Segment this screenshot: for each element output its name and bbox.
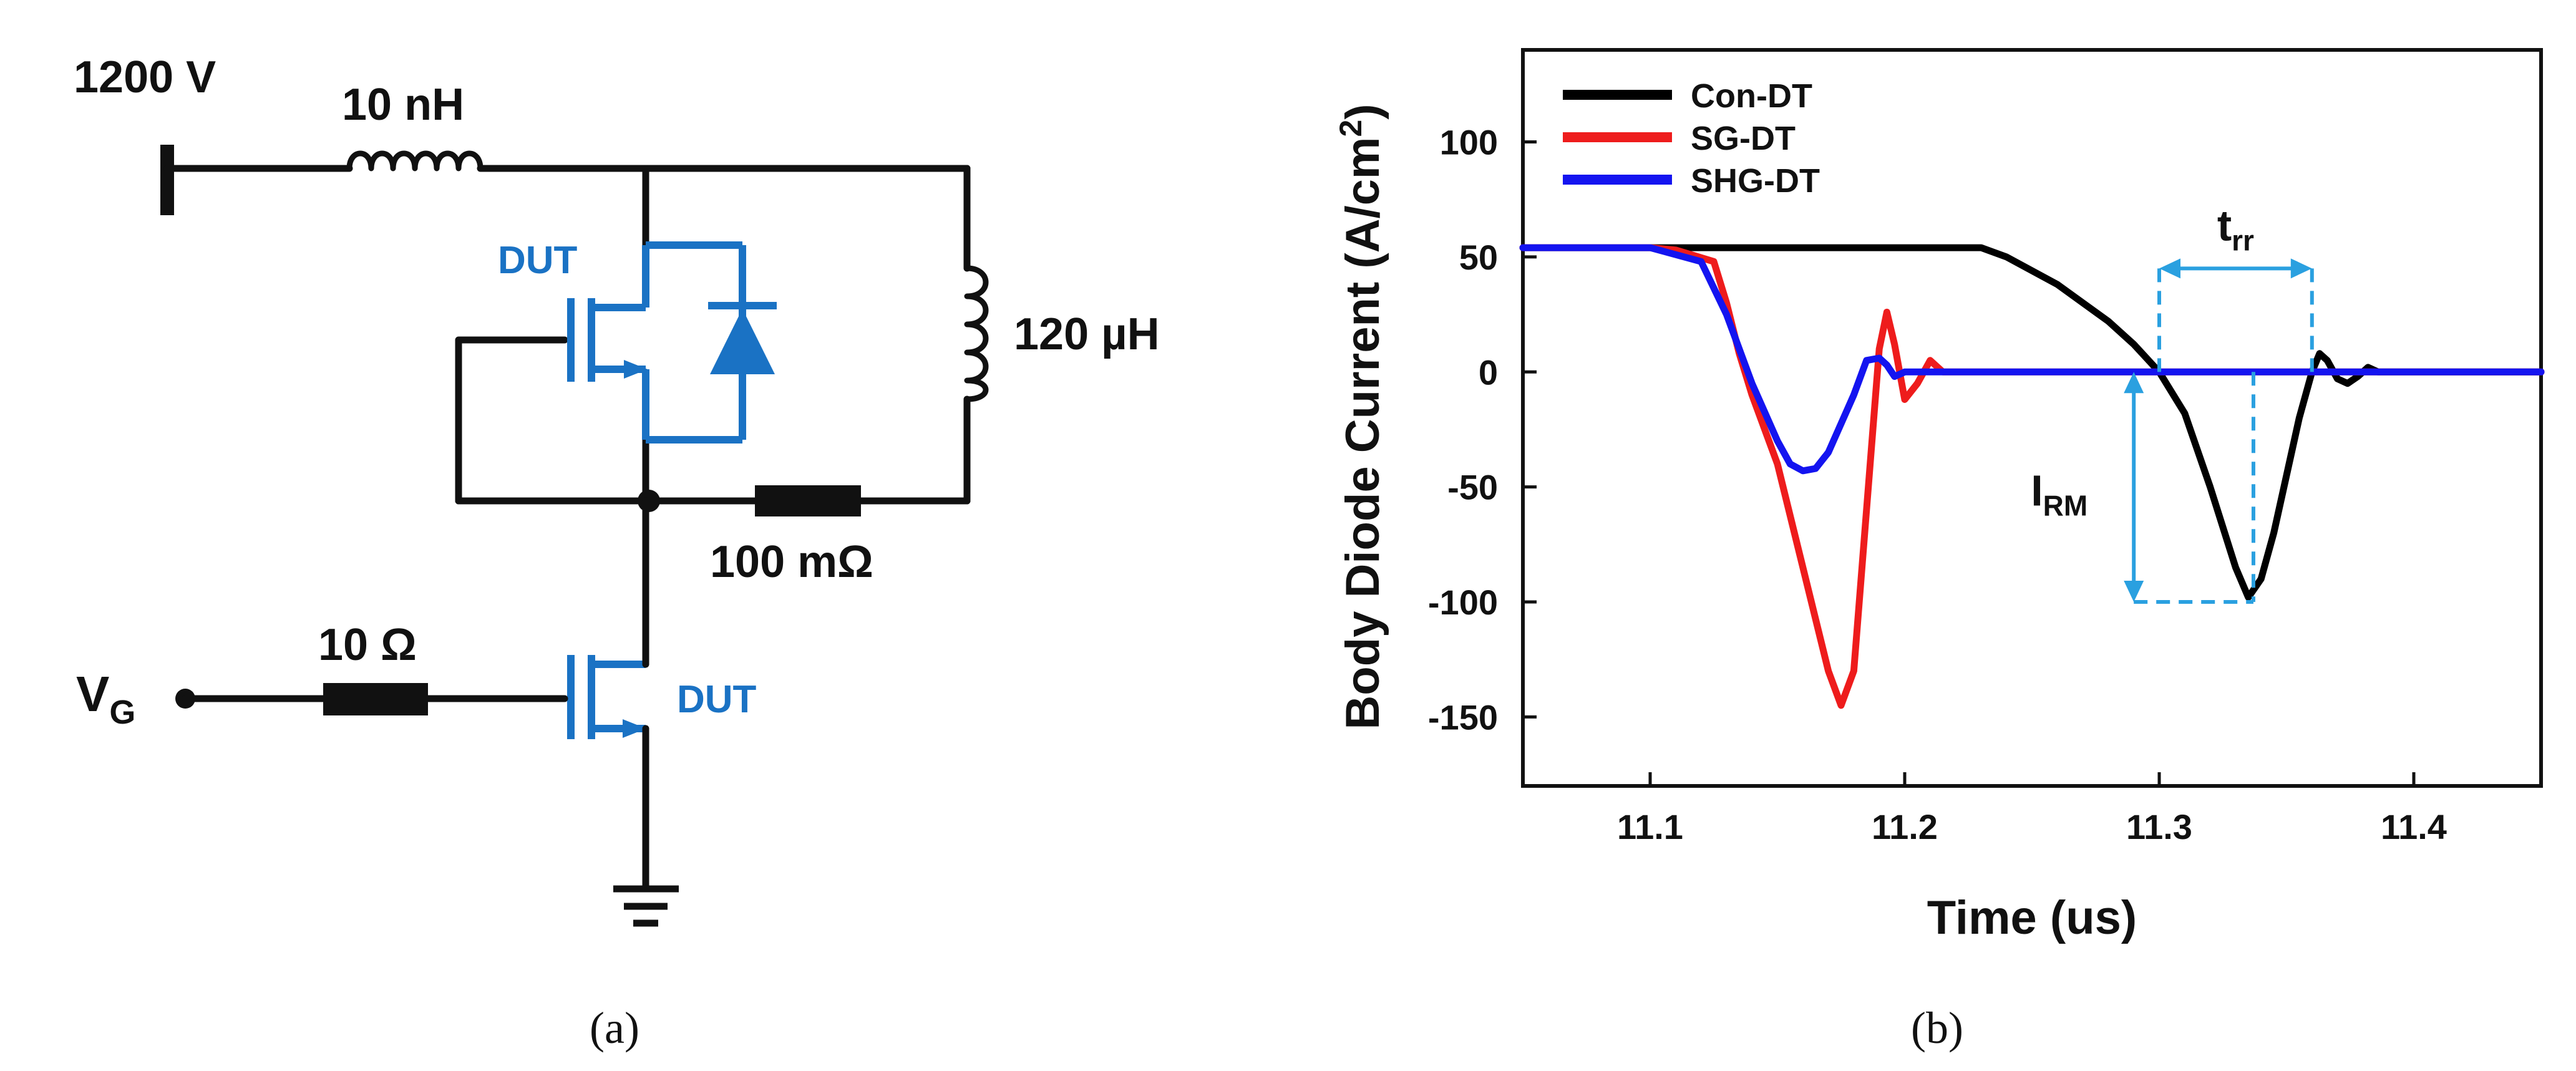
shunt-resistor	[755, 485, 861, 516]
x-tick-label: 11.1	[1617, 807, 1683, 846]
gate-resistor	[323, 683, 428, 715]
supply-label: 1200 V	[74, 52, 216, 102]
shunt-resistor-label: 100 mΩ	[710, 537, 873, 587]
load-inductor-coil	[964, 265, 989, 402]
lower-dut-arrow	[623, 719, 646, 738]
ground-icon	[613, 885, 679, 927]
series-line-con-dt	[1519, 244, 2545, 601]
y-tick-label: 0	[1479, 352, 1498, 392]
legend-label: SHG-DT	[1691, 162, 1820, 200]
y-tick-label: -150	[1428, 697, 1498, 737]
load-inductor-label: 120 µH	[1014, 309, 1160, 359]
y-tick-label: -50	[1447, 468, 1498, 507]
gate-loop-wire	[455, 336, 568, 505]
x-tick-label: 11.2	[1872, 807, 1938, 846]
gate-resistor-label: 10 Ω	[318, 620, 417, 670]
irm-arrowhead-top	[2124, 372, 2144, 394]
gate-voltage-subscript: G	[109, 694, 135, 731]
caption-b: (b)	[1911, 1003, 1963, 1053]
irm-label: IRM	[2031, 467, 2088, 522]
x-tick-label: 11.4	[2381, 807, 2447, 846]
upper-dut-label: DUT	[498, 239, 578, 282]
x-tick-label: 11.3	[2126, 807, 2192, 846]
plot-frame	[1521, 48, 2543, 788]
irm-arrowhead-bottom	[2124, 581, 2144, 602]
lower-dut-label: DUT	[677, 678, 757, 721]
legend-label: Con-DT	[1691, 77, 1812, 115]
circuit-labels: 1200 V 10 nH 120 µH 100 mΩ 10 Ω DUT DUT …	[74, 52, 1160, 1053]
body-diode-icon	[710, 309, 775, 374]
x-axis-label: Time (us)	[1927, 891, 2137, 944]
legend-label: SG-DT	[1691, 120, 1796, 157]
upper-dut-arrow	[624, 360, 648, 379]
circuit-diagram	[160, 145, 989, 927]
series-line-shg-dt	[1519, 244, 2545, 475]
gate-voltage-label: VG	[76, 666, 135, 731]
stray-inductor-label: 10 nH	[342, 80, 464, 130]
y-axis-label-sup: 2	[1333, 120, 1368, 137]
stray-inductor-coil	[346, 150, 484, 172]
trr-label: trr	[2217, 201, 2254, 256]
trr-arrowhead-right	[2290, 258, 2312, 279]
recovery-current-chart: 100 50 0 -50 -100 -150 11.1 11.2 11.3 11.4 trr IR…	[1333, 48, 2545, 1053]
caption-a: (a)	[590, 1003, 639, 1053]
y-tick-label: 50	[1459, 238, 1498, 277]
trr-arrowhead-left	[2159, 258, 2180, 279]
y-tick-label: 100	[1440, 123, 1498, 162]
y-axis-label: Body Diode Current (A/cm2)	[1333, 104, 1389, 729]
y-tick-label: -100	[1428, 583, 1498, 622]
